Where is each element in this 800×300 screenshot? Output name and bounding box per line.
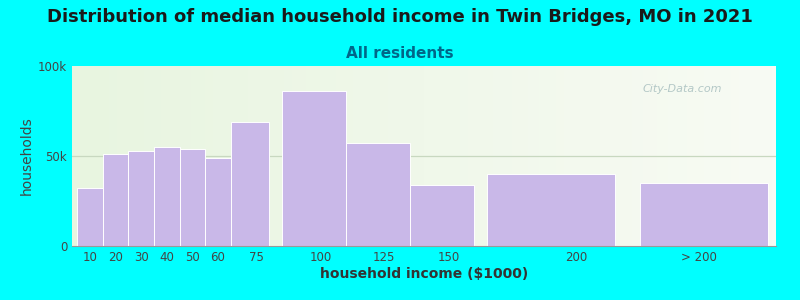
Bar (154, 147, 179, 246)
Text: Distribution of median household income in Twin Bridges, MO in 2021: Distribution of median household income … (47, 8, 753, 26)
Text: City-Data.com: City-Data.com (642, 84, 722, 94)
Bar (282, 91, 346, 246)
Y-axis label: households: households (20, 117, 34, 195)
X-axis label: household income ($1000): household income ($1000) (320, 267, 528, 280)
Bar (486, 174, 614, 246)
Bar (346, 143, 410, 246)
Bar (640, 183, 768, 246)
Bar (128, 151, 154, 246)
Bar (77, 188, 102, 246)
Bar (230, 122, 269, 246)
Text: All residents: All residents (346, 46, 454, 62)
Bar (205, 158, 230, 246)
Bar (410, 185, 474, 246)
Bar (102, 154, 128, 246)
Bar (179, 149, 205, 246)
